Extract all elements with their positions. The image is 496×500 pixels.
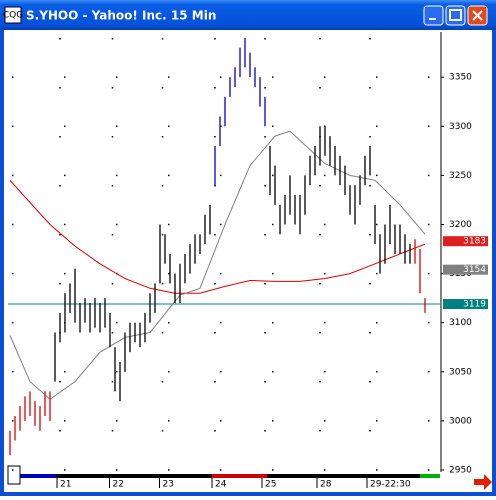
close-button[interactable] [467,5,488,26]
price-label: 3119 [463,300,486,310]
y-tick-label: 3000 [449,416,472,426]
scroll-right-arrow[interactable] [474,474,492,490]
app-icon [4,6,22,24]
price-label-box [443,299,488,310]
y-tick-label: 3250 [449,171,472,181]
moving-average-line [9,130,426,400]
moving-average-line [9,179,426,294]
app-icon-text: CQG [3,11,23,21]
price-label: 3154 [463,265,486,275]
client-area [4,30,492,492]
scroll-box[interactable] [7,465,21,485]
x-tick-label: 29-22:30 [370,480,411,490]
x-tick-label: 24 [215,480,227,490]
y-tick-label: 3100 [449,318,472,328]
y-tick-label: 3300 [449,122,472,132]
maximize-button[interactable] [445,5,466,26]
price-label-box [443,264,488,275]
x-tick-label: 22 [113,480,124,490]
window-title: S.YHOO - Yahoo! Inc. 15 Min [26,9,216,23]
plot-area: 2950300030503100315032003250330033502122… [8,37,488,490]
y-tick-label: 3050 [449,367,472,377]
title-bar [0,0,496,30]
minimize-button[interactable] [423,5,444,26]
x-tick-label: 25 [265,480,276,490]
price-label-box [443,236,488,247]
y-tick-label: 2950 [449,466,472,476]
time-bar [8,474,440,478]
x-tick-label: 23 [163,480,174,490]
y-tick-label: 3200 [449,220,472,230]
price-label: 3183 [463,237,486,247]
x-tick-label: 21 [60,480,71,490]
y-tick-label: 3350 [449,73,472,83]
x-tick-label: 28 [320,480,332,490]
